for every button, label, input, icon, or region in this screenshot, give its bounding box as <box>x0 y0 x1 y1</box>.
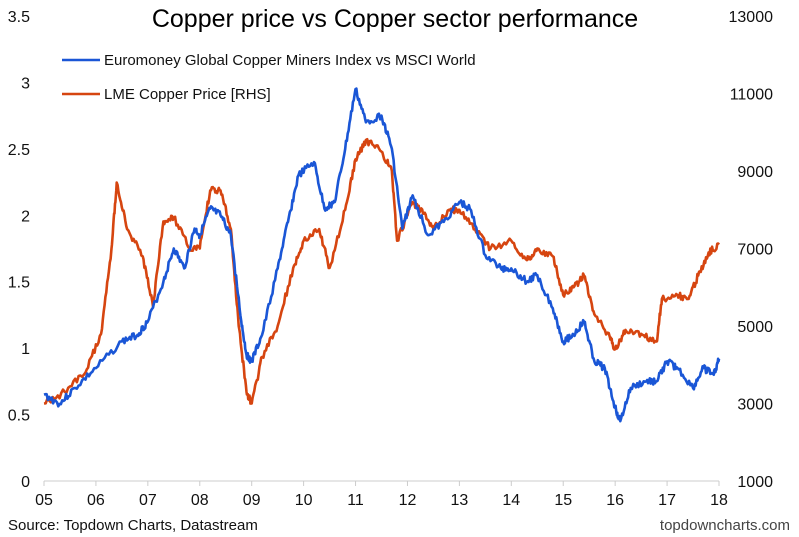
right-tick-label: 1000 <box>737 474 773 491</box>
x-tick-label: 06 <box>87 492 105 509</box>
right-tick-label: 7000 <box>737 242 773 259</box>
left-tick-label: 1 <box>21 341 30 358</box>
source-note: Source: Topdown Charts, Datastream <box>8 517 258 534</box>
x-tick-label: 12 <box>399 492 417 509</box>
left-axis: 0 0.5 1 1.5 2 2.5 3 3.5 <box>8 9 30 491</box>
x-tick-label: 18 <box>710 492 728 509</box>
left-tick-label: 2.5 <box>8 142 30 159</box>
x-axis: 05 06 07 08 09 10 11 12 13 14 15 16 17 18 <box>35 480 728 509</box>
legend-label-lme: LME Copper Price [RHS] <box>104 86 271 103</box>
right-tick-label: 9000 <box>737 164 773 181</box>
right-tick-label: 11000 <box>730 87 773 104</box>
x-tick-label: 16 <box>606 492 624 509</box>
series-line-miners <box>43 87 721 423</box>
x-tick-label: 08 <box>191 492 209 509</box>
x-tick-label: 09 <box>243 492 261 509</box>
x-tick-label: 10 <box>295 492 313 509</box>
right-tick-label: 13000 <box>729 9 774 26</box>
x-tick-label: 13 <box>450 492 468 509</box>
legend-label-miners: Euromoney Global Copper Miners Index vs … <box>104 52 476 69</box>
credit: topdowncharts.com <box>660 517 790 534</box>
left-tick-label: 0 <box>21 474 30 491</box>
x-tick-label: 07 <box>139 492 157 509</box>
right-tick-label: 5000 <box>737 319 773 336</box>
x-tick-label: 15 <box>554 492 572 509</box>
right-tick-label: 3000 <box>737 397 773 414</box>
chart-title: Copper price vs Copper sector performanc… <box>152 5 638 33</box>
right-axis: 1000 3000 5000 7000 9000 11000 13000 <box>729 9 774 491</box>
left-tick-label: 3.5 <box>8 9 30 26</box>
x-tick-label: 14 <box>502 492 520 509</box>
x-tick-label: 11 <box>347 492 364 509</box>
left-tick-label: 3 <box>21 75 30 92</box>
left-tick-label: 0.5 <box>8 408 30 425</box>
x-tick-label: 05 <box>35 492 53 509</box>
left-tick-label: 1.5 <box>8 275 30 292</box>
legend: Euromoney Global Copper Miners Index vs … <box>62 52 476 103</box>
x-tick-label: 17 <box>658 492 676 509</box>
series-line-lme <box>43 137 721 405</box>
series-lines <box>43 87 721 423</box>
left-tick-label: 2 <box>21 208 30 225</box>
